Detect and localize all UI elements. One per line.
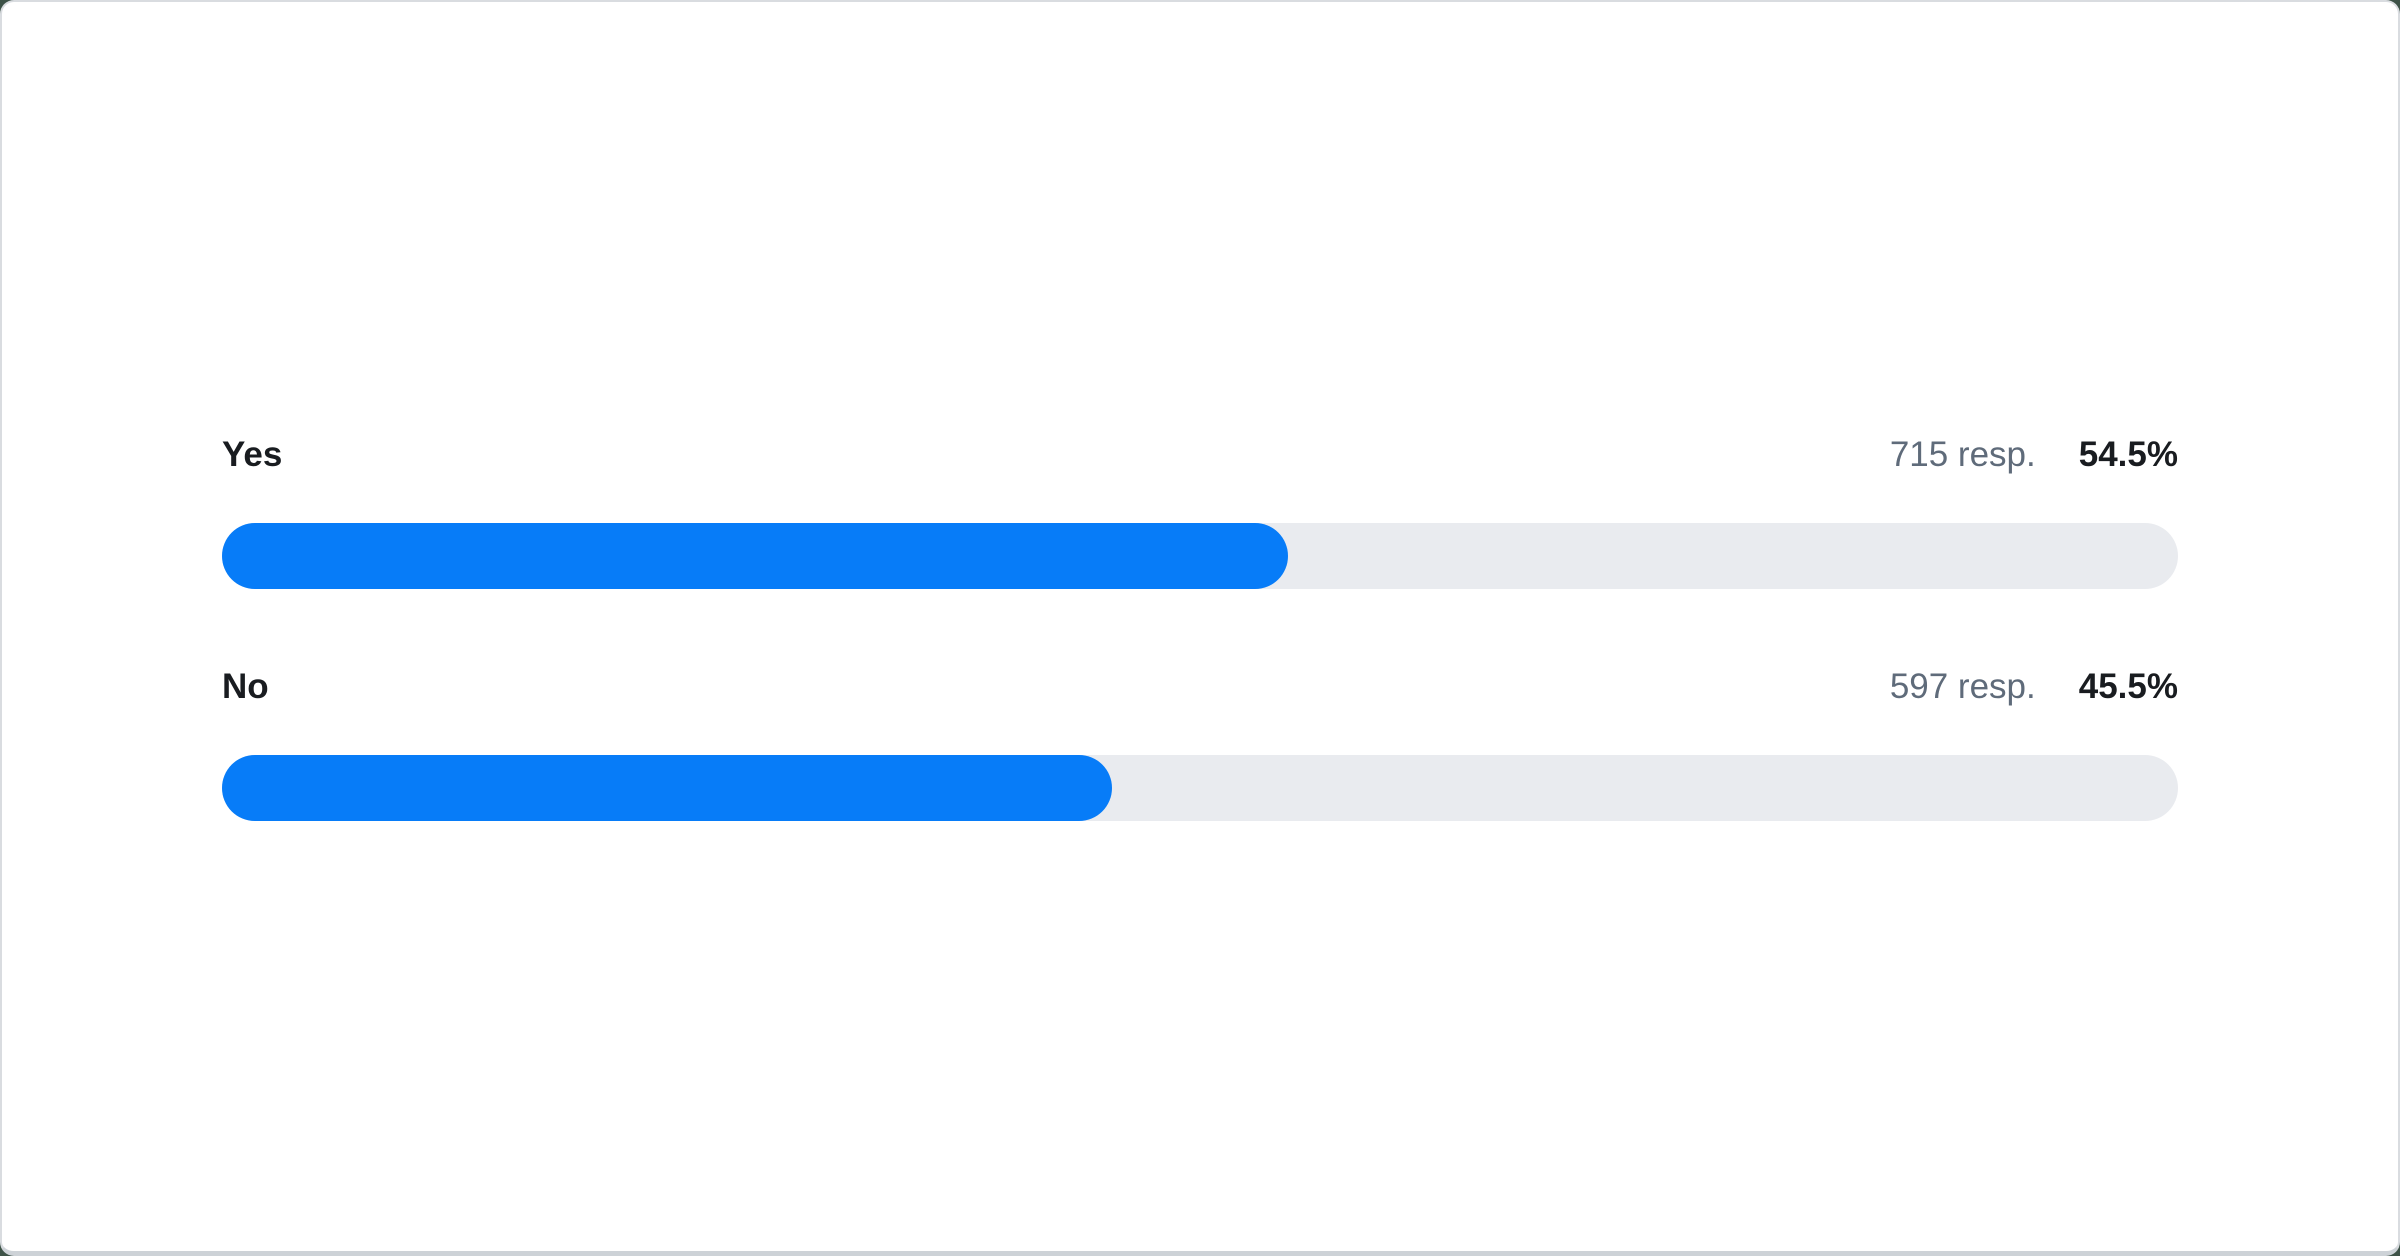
- poll-option-row: Yes 715 resp. 54.5%: [222, 433, 2178, 589]
- option-label: Yes: [222, 434, 283, 474]
- option-label: No: [222, 666, 269, 706]
- poll-option-header: No 597 resp. 45.5%: [222, 665, 2178, 709]
- option-bar-track: [222, 754, 2178, 821]
- option-stats: 715 resp. 54.5%: [1890, 433, 2178, 477]
- option-response-count: 715 resp.: [1889, 434, 2036, 474]
- option-percent: 45.5%: [2078, 666, 2178, 706]
- option-bar-fill: [222, 754, 1112, 821]
- option-percent: 54.5%: [2078, 434, 2178, 474]
- poll-results: Yes 715 resp. 54.5% No 597 resp. 45.5%: [222, 433, 2178, 821]
- poll-option-header: Yes 715 resp. 54.5%: [222, 433, 2178, 477]
- option-bar-fill: [222, 522, 1289, 589]
- poll-option-row: No 597 resp. 45.5%: [222, 665, 2178, 821]
- option-response-count: 597 resp.: [1889, 666, 2036, 706]
- option-stats: 597 resp. 45.5%: [1890, 665, 2178, 709]
- option-bar-track: [222, 522, 2178, 589]
